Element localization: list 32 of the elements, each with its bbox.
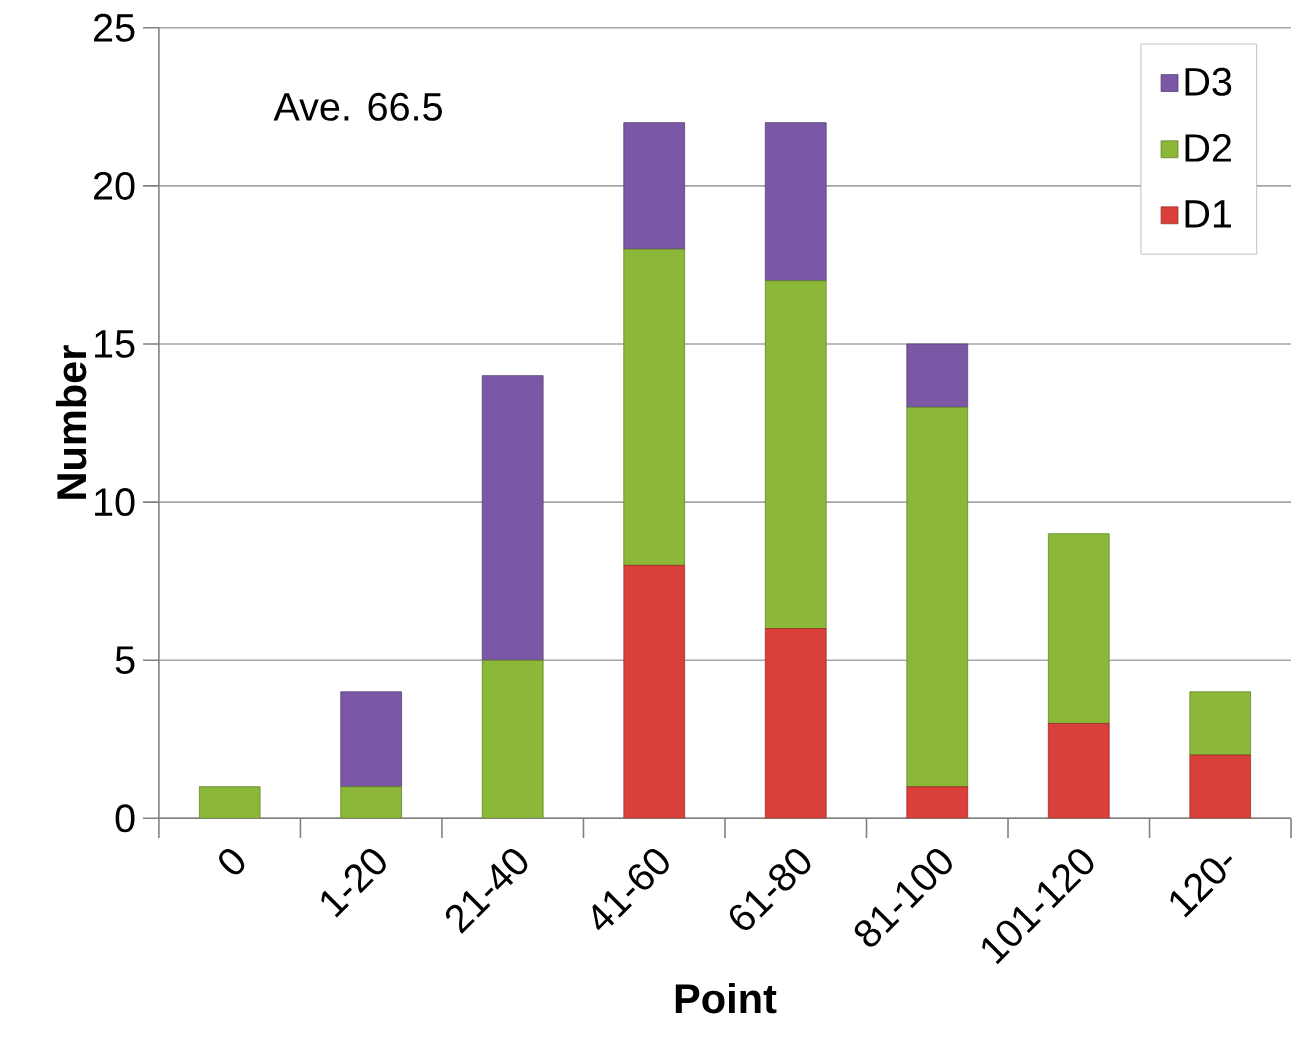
bar <box>764 122 827 282</box>
legend-label: D3 <box>1185 67 1232 96</box>
bar <box>198 786 261 819</box>
bar <box>340 786 402 819</box>
bar <box>481 375 544 661</box>
bar <box>764 628 827 819</box>
bar <box>340 691 402 788</box>
bar <box>1047 533 1110 725</box>
y-tick-label: 10 <box>95 488 135 517</box>
y-tick-label: 5 <box>115 646 135 675</box>
bar <box>1047 723 1110 819</box>
bar <box>906 786 969 819</box>
bar <box>1189 691 1252 756</box>
x-axis-title: Point <box>675 983 777 1014</box>
bar <box>481 660 544 819</box>
bar <box>623 122 686 250</box>
y-tick-label: 15 <box>95 330 135 358</box>
y-tick-label: 0 <box>115 804 135 833</box>
y-axis-title: Number <box>55 345 87 499</box>
legend-label: D1 <box>1185 200 1231 228</box>
bar <box>623 565 686 819</box>
x-tick-label: 0 <box>219 849 245 875</box>
y-tick-label: 25 <box>94 14 135 42</box>
bar <box>906 407 969 788</box>
bar <box>1189 754 1252 819</box>
x-tick-label: 120- <box>1170 856 1233 918</box>
bar <box>764 280 827 630</box>
annotation: Ave. 66.5 <box>273 93 442 122</box>
legend-label: D2 <box>1185 134 1231 162</box>
y-tick-label: 20 <box>94 172 135 201</box>
bar <box>906 343 969 408</box>
bar <box>623 248 686 566</box>
